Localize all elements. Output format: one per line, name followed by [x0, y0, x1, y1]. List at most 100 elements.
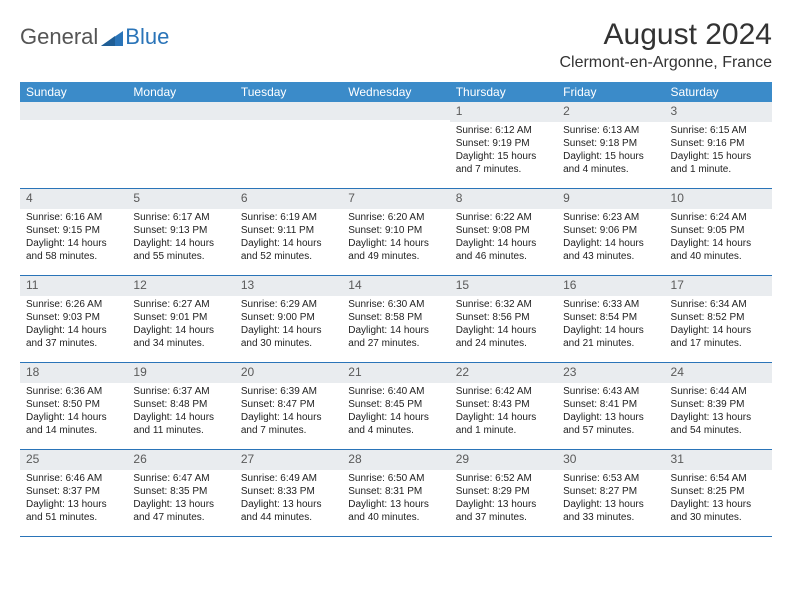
daylight-text: Daylight: 14 hours and 11 minutes.: [133, 411, 228, 437]
daylight-text: Daylight: 14 hours and 24 minutes.: [456, 324, 551, 350]
day-body: Sunrise: 6:22 AMSunset: 9:08 PMDaylight:…: [450, 209, 557, 267]
day-number: 14: [342, 276, 449, 296]
sunset-text: Sunset: 9:16 PM: [671, 137, 766, 150]
day-body: Sunrise: 6:40 AMSunset: 8:45 PMDaylight:…: [342, 383, 449, 441]
day-cell: [235, 102, 342, 188]
day-number: 2: [557, 102, 664, 122]
daylight-text: Daylight: 14 hours and 4 minutes.: [348, 411, 443, 437]
day-cell: 15Sunrise: 6:32 AMSunset: 8:56 PMDayligh…: [450, 276, 557, 362]
sunrise-text: Sunrise: 6:19 AM: [241, 211, 336, 224]
sunset-text: Sunset: 9:13 PM: [133, 224, 228, 237]
day-cell: 29Sunrise: 6:52 AMSunset: 8:29 PMDayligh…: [450, 450, 557, 536]
sunrise-text: Sunrise: 6:52 AM: [456, 472, 551, 485]
day-number: [20, 102, 127, 120]
day-body: Sunrise: 6:46 AMSunset: 8:37 PMDaylight:…: [20, 470, 127, 528]
day-number: 12: [127, 276, 234, 296]
daylight-text: Daylight: 13 hours and 51 minutes.: [26, 498, 121, 524]
day-body: Sunrise: 6:30 AMSunset: 8:58 PMDaylight:…: [342, 296, 449, 354]
sunset-text: Sunset: 8:29 PM: [456, 485, 551, 498]
day-body: Sunrise: 6:26 AMSunset: 9:03 PMDaylight:…: [20, 296, 127, 354]
day-body: [127, 120, 234, 126]
day-body: Sunrise: 6:37 AMSunset: 8:48 PMDaylight:…: [127, 383, 234, 441]
sunset-text: Sunset: 8:43 PM: [456, 398, 551, 411]
daylight-text: Daylight: 15 hours and 4 minutes.: [563, 150, 658, 176]
sunrise-text: Sunrise: 6:49 AM: [241, 472, 336, 485]
sunset-text: Sunset: 8:31 PM: [348, 485, 443, 498]
daylight-text: Daylight: 13 hours and 47 minutes.: [133, 498, 228, 524]
day-body: Sunrise: 6:13 AMSunset: 9:18 PMDaylight:…: [557, 122, 664, 180]
day-body: Sunrise: 6:52 AMSunset: 8:29 PMDaylight:…: [450, 470, 557, 528]
day-number: 10: [665, 189, 772, 209]
day-body: Sunrise: 6:20 AMSunset: 9:10 PMDaylight:…: [342, 209, 449, 267]
day-number: 27: [235, 450, 342, 470]
sunset-text: Sunset: 8:52 PM: [671, 311, 766, 324]
daylight-text: Daylight: 15 hours and 1 minute.: [671, 150, 766, 176]
day-cell: 12Sunrise: 6:27 AMSunset: 9:01 PMDayligh…: [127, 276, 234, 362]
daylight-text: Daylight: 14 hours and 49 minutes.: [348, 237, 443, 263]
sunrise-text: Sunrise: 6:39 AM: [241, 385, 336, 398]
day-cell: [342, 102, 449, 188]
day-cell: 28Sunrise: 6:50 AMSunset: 8:31 PMDayligh…: [342, 450, 449, 536]
logo-text-general: General: [20, 24, 98, 50]
sunset-text: Sunset: 9:15 PM: [26, 224, 121, 237]
daylight-text: Daylight: 13 hours and 40 minutes.: [348, 498, 443, 524]
day-cell: 10Sunrise: 6:24 AMSunset: 9:05 PMDayligh…: [665, 189, 772, 275]
sunset-text: Sunset: 9:10 PM: [348, 224, 443, 237]
sunset-text: Sunset: 8:27 PM: [563, 485, 658, 498]
day-number: 29: [450, 450, 557, 470]
week-row: 1Sunrise: 6:12 AMSunset: 9:19 PMDaylight…: [20, 102, 772, 189]
day-cell: 13Sunrise: 6:29 AMSunset: 9:00 PMDayligh…: [235, 276, 342, 362]
day-cell: [127, 102, 234, 188]
day-body: Sunrise: 6:17 AMSunset: 9:13 PMDaylight:…: [127, 209, 234, 267]
day-number: 26: [127, 450, 234, 470]
day-number: 16: [557, 276, 664, 296]
day-number: 24: [665, 363, 772, 383]
day-body: Sunrise: 6:12 AMSunset: 9:19 PMDaylight:…: [450, 122, 557, 180]
page-header: General Blue August 2024 Clermont-en-Arg…: [20, 18, 772, 72]
day-number: 30: [557, 450, 664, 470]
sunset-text: Sunset: 8:48 PM: [133, 398, 228, 411]
day-number: 21: [342, 363, 449, 383]
day-number: 25: [20, 450, 127, 470]
daylight-text: Daylight: 14 hours and 1 minute.: [456, 411, 551, 437]
sunrise-text: Sunrise: 6:16 AM: [26, 211, 121, 224]
day-cell: 23Sunrise: 6:43 AMSunset: 8:41 PMDayligh…: [557, 363, 664, 449]
sunset-text: Sunset: 9:18 PM: [563, 137, 658, 150]
daylight-text: Daylight: 14 hours and 58 minutes.: [26, 237, 121, 263]
sunset-text: Sunset: 9:08 PM: [456, 224, 551, 237]
weekday-header: Sunday: [20, 82, 127, 102]
day-number: 13: [235, 276, 342, 296]
day-number: [235, 102, 342, 120]
day-cell: 24Sunrise: 6:44 AMSunset: 8:39 PMDayligh…: [665, 363, 772, 449]
daylight-text: Daylight: 14 hours and 46 minutes.: [456, 237, 551, 263]
day-body: Sunrise: 6:32 AMSunset: 8:56 PMDaylight:…: [450, 296, 557, 354]
sunrise-text: Sunrise: 6:40 AM: [348, 385, 443, 398]
daylight-text: Daylight: 14 hours and 40 minutes.: [671, 237, 766, 263]
day-number: 4: [20, 189, 127, 209]
calendar-page: General Blue August 2024 Clermont-en-Arg…: [0, 0, 792, 553]
sunset-text: Sunset: 8:41 PM: [563, 398, 658, 411]
daylight-text: Daylight: 13 hours and 44 minutes.: [241, 498, 336, 524]
day-number: 8: [450, 189, 557, 209]
day-cell: 26Sunrise: 6:47 AMSunset: 8:35 PMDayligh…: [127, 450, 234, 536]
sunrise-text: Sunrise: 6:20 AM: [348, 211, 443, 224]
day-cell: 20Sunrise: 6:39 AMSunset: 8:47 PMDayligh…: [235, 363, 342, 449]
day-body: Sunrise: 6:19 AMSunset: 9:11 PMDaylight:…: [235, 209, 342, 267]
day-body: Sunrise: 6:49 AMSunset: 8:33 PMDaylight:…: [235, 470, 342, 528]
day-number: 20: [235, 363, 342, 383]
sunset-text: Sunset: 8:56 PM: [456, 311, 551, 324]
sunset-text: Sunset: 8:47 PM: [241, 398, 336, 411]
calendar-grid: Sunday Monday Tuesday Wednesday Thursday…: [20, 82, 772, 537]
weeks-container: 1Sunrise: 6:12 AMSunset: 9:19 PMDaylight…: [20, 102, 772, 537]
sunrise-text: Sunrise: 6:43 AM: [563, 385, 658, 398]
sunrise-text: Sunrise: 6:50 AM: [348, 472, 443, 485]
sunset-text: Sunset: 8:33 PM: [241, 485, 336, 498]
weekday-header: Thursday: [450, 82, 557, 102]
title-block: August 2024 Clermont-en-Argonne, France: [559, 18, 772, 72]
daylight-text: Daylight: 14 hours and 17 minutes.: [671, 324, 766, 350]
day-cell: 22Sunrise: 6:42 AMSunset: 8:43 PMDayligh…: [450, 363, 557, 449]
day-body: Sunrise: 6:44 AMSunset: 8:39 PMDaylight:…: [665, 383, 772, 441]
day-cell: 3Sunrise: 6:15 AMSunset: 9:16 PMDaylight…: [665, 102, 772, 188]
day-cell: 8Sunrise: 6:22 AMSunset: 9:08 PMDaylight…: [450, 189, 557, 275]
week-row: 11Sunrise: 6:26 AMSunset: 9:03 PMDayligh…: [20, 276, 772, 363]
